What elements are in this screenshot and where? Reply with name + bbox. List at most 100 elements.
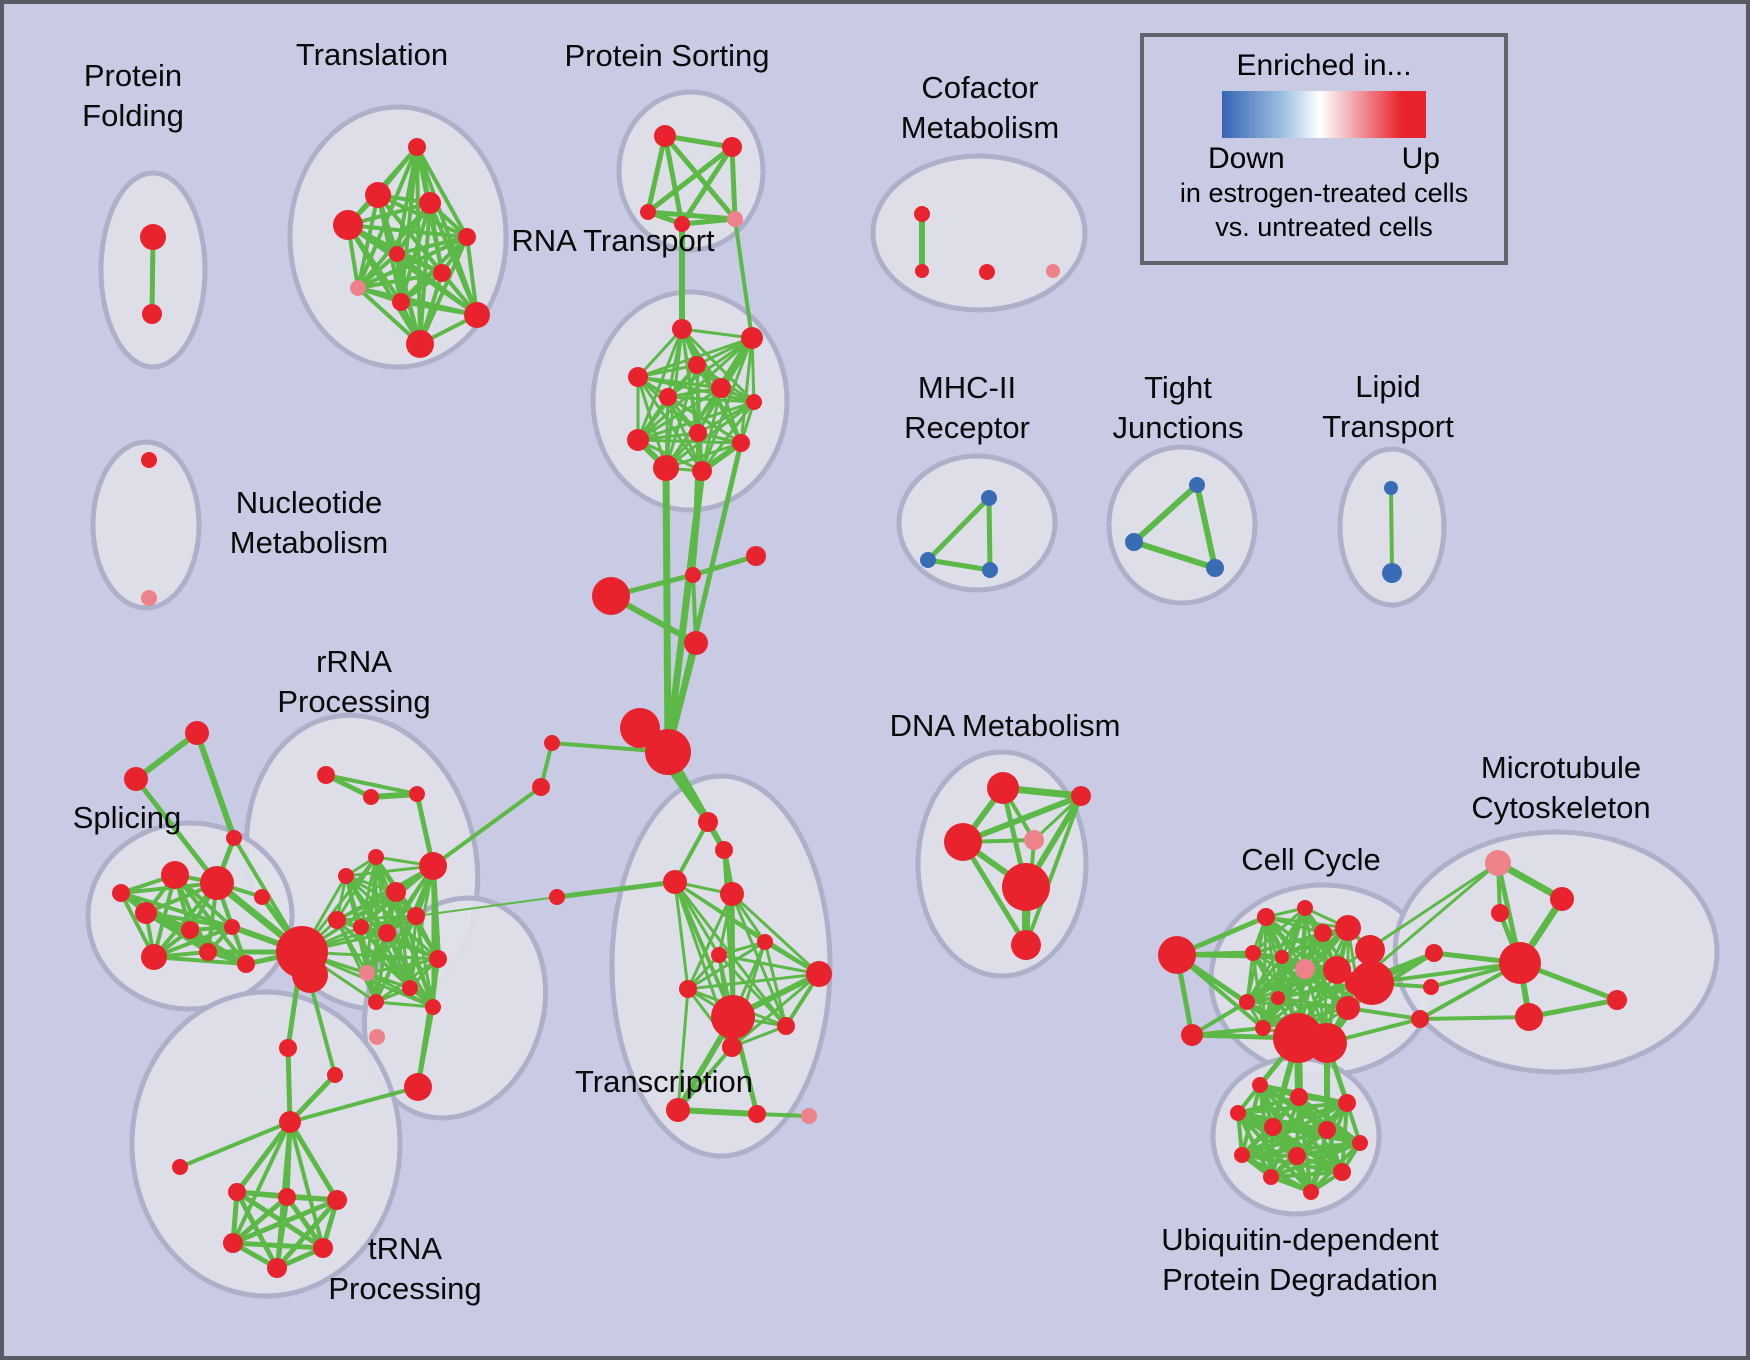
cluster-label-rrna-processing: Processing <box>277 684 430 719</box>
network-node-red <box>278 1188 296 1206</box>
legend-gradient-bar <box>1222 91 1426 138</box>
network-edge <box>287 1119 340 1203</box>
network-edge <box>1245 968 1339 1004</box>
network-node-blue <box>1384 481 1398 495</box>
network-node-red <box>645 729 691 775</box>
network-node-red <box>181 921 199 939</box>
network-edge <box>374 957 440 1004</box>
network-node-red <box>327 1067 343 1083</box>
network-node-red <box>1239 994 1255 1010</box>
network-node-red <box>1271 991 1285 1005</box>
network-edge <box>274 1197 340 1271</box>
cluster-ellipse-tight-junctions <box>1106 444 1258 606</box>
network-node-red <box>406 330 434 358</box>
network-node-red <box>389 246 405 262</box>
network-edge <box>1346 1006 1422 1021</box>
network-node-blue <box>920 552 936 568</box>
network-node-red <box>532 778 550 796</box>
network-node-red <box>333 210 363 240</box>
network-node-red <box>915 264 929 278</box>
cluster-label-mhc-ii: Receptor <box>904 410 1030 445</box>
network-edge <box>662 133 685 227</box>
network-edge <box>234 1119 293 1195</box>
network-node-red <box>746 394 762 410</box>
network-edge <box>1276 981 1359 1000</box>
network-node-red <box>224 919 240 935</box>
network-node-red <box>1255 1020 1271 1036</box>
network-node-red <box>684 631 708 655</box>
network-node-red <box>1318 1121 1336 1139</box>
network-node-red <box>748 1105 766 1123</box>
cluster-label-splicing: Splicing <box>73 800 182 835</box>
network-edge <box>374 914 418 1004</box>
network-node-red <box>1350 961 1394 1005</box>
network-edge <box>465 235 479 317</box>
network-node-red <box>392 293 410 311</box>
network-edge <box>230 1197 340 1246</box>
network-edge <box>925 495 992 563</box>
network-node-red <box>237 955 255 973</box>
network-edge <box>1526 997 1620 1020</box>
network-node-red <box>1499 942 1541 984</box>
network-node-red <box>199 943 217 961</box>
network-edge <box>1303 906 1329 1045</box>
cluster-label-lipid-transport: Lipid <box>1355 369 1421 404</box>
network-node-red <box>741 327 763 349</box>
network-edge <box>1261 968 1339 1030</box>
network-node-red <box>685 567 701 583</box>
network-edge <box>679 216 738 227</box>
network-node-blue <box>982 562 998 578</box>
network-node-blue <box>1206 559 1224 577</box>
network-edge <box>374 931 389 1004</box>
network-edge <box>673 880 735 1019</box>
cluster-label-tight-junctions: Junctions <box>1113 410 1244 445</box>
network-node-red <box>944 823 982 861</box>
cluster-label-lipid-transport: Transport <box>1322 409 1454 444</box>
cluster-label-trna-processing: Processing <box>328 1271 481 1306</box>
network-node-pink <box>727 211 743 227</box>
network-edge <box>1269 1141 1362 1179</box>
network-node-red <box>135 902 157 924</box>
network-node-red <box>711 995 755 1039</box>
network-edge <box>1024 794 1083 947</box>
network-node-red <box>1288 1147 1306 1165</box>
network-edge <box>686 892 734 991</box>
network-edge <box>356 201 432 290</box>
network-edge <box>679 144 735 227</box>
network-node-red <box>698 812 718 832</box>
network-edge <box>986 495 993 573</box>
network-node-red <box>1234 1147 1250 1163</box>
cluster-label-cofactor: Cofactor <box>921 70 1038 105</box>
network-node-red <box>659 388 677 406</box>
network-edge <box>925 557 993 573</box>
network-edge <box>374 1000 435 1009</box>
network-edge <box>739 336 754 445</box>
network-node-red <box>1323 956 1351 984</box>
network-node-red <box>1257 908 1275 926</box>
network-edge <box>234 1189 280 1271</box>
network-node-red <box>715 841 733 859</box>
network-edge <box>1370 961 1522 985</box>
network-edge <box>1418 1015 1531 1021</box>
legend-title: Enriched in... <box>1236 49 1412 82</box>
network-edge <box>365 971 435 1009</box>
network-edge <box>717 953 821 976</box>
network-node-red <box>386 882 406 902</box>
network-edge <box>675 1107 760 1117</box>
cluster-label-ubiquitin: Ubiquitin-dependent <box>1161 1222 1439 1257</box>
network-edge <box>554 879 678 900</box>
cluster-label-mhc-ii: MHC-II <box>918 370 1016 405</box>
network-node-red <box>592 577 630 615</box>
network-node-red <box>419 852 447 880</box>
legend-subtitle-line1: in estrogen-treated cells <box>1179 178 1469 208</box>
network-edge <box>288 1085 420 1124</box>
cluster-label-trna-processing: tRNA <box>368 1231 442 1266</box>
network-edge <box>636 438 704 473</box>
network-edge <box>178 1120 292 1169</box>
legend-up-label: Up <box>1401 142 1440 175</box>
network-node-blue <box>1382 563 1402 583</box>
network-edge <box>288 1120 325 1250</box>
network-node-red <box>267 1258 287 1278</box>
network-node-red <box>292 957 328 993</box>
network-node-pink <box>1046 264 1060 278</box>
